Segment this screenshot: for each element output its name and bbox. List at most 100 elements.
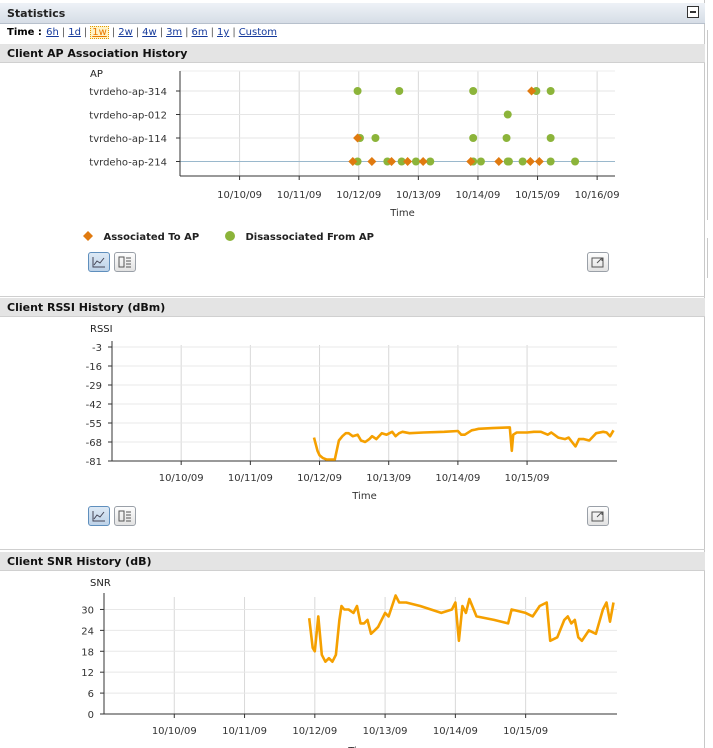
disassoc-point: [546, 157, 555, 166]
y-tick-label: 18: [81, 647, 94, 658]
series-line: [312, 426, 615, 461]
assoc-point: [527, 86, 537, 96]
assoc-point: [494, 157, 504, 166]
snr-section-title: Client SNR History (dB): [7, 555, 152, 568]
table-icon: [118, 256, 131, 268]
assoc-point: [348, 157, 358, 166]
assoc-point: [387, 157, 397, 166]
time-range-bar: Time : 6h | 1d | 1w | 2w | 4w | 3m | 6m | 1y | Custom: [7, 26, 277, 39]
x-tick-label: 10/11/09: [228, 473, 273, 484]
rssi-section-header: Client RSSI History (dBm): [0, 298, 705, 317]
range-1y-link[interactable]: 1y: [217, 27, 230, 38]
x-tick-label: 10/15/09: [503, 726, 548, 737]
x-tick-label: 10/13/09: [396, 190, 441, 201]
y-tick-label: tvrdeho-ap-314: [89, 87, 167, 98]
disassoc-point: [411, 157, 420, 166]
y-tick-label: tvrdeho-ap-012: [89, 111, 167, 122]
range-4w-link[interactable]: 4w: [142, 27, 157, 38]
table-icon: [118, 510, 131, 522]
disassoc-point: [571, 157, 580, 166]
x-tick-label: 10/15/09: [505, 473, 550, 484]
legend-disassoc-label: Disassociated From AP: [245, 232, 374, 243]
x-axis-title: Time: [347, 746, 372, 748]
y-tick-label: 6: [88, 689, 94, 700]
time-label: Time :: [7, 27, 42, 38]
line-chart-icon: [92, 511, 105, 522]
x-tick-label: 10/14/09: [435, 473, 480, 484]
disassoc-point: [518, 157, 527, 166]
y-axis-title: RSSI: [90, 324, 113, 335]
assoc-point: [353, 133, 363, 143]
x-tick-label: 10/14/09: [433, 726, 478, 737]
x-tick-label: 10/16/09: [575, 190, 620, 201]
disassoc-point: [504, 157, 513, 166]
disassoc-point: [546, 87, 555, 95]
diamond-icon: [83, 231, 93, 241]
assoc-point: [418, 157, 428, 166]
x-tick-label: 10/12/09: [297, 473, 342, 484]
disassoc-point: [426, 157, 435, 166]
panel-titlebar: Statistics: [0, 3, 705, 24]
range-6h-link[interactable]: 6h: [46, 27, 59, 38]
x-tick-label: 10/12/09: [336, 190, 381, 201]
x-tick-label: 10/15/09: [515, 190, 560, 201]
y-tick-label: -3: [92, 343, 102, 354]
y-tick-label: -68: [86, 438, 102, 449]
panel-title: Statistics: [7, 7, 66, 20]
x-axis-title: Time: [389, 208, 414, 219]
rssi-chart-view-button[interactable]: [88, 506, 110, 526]
disassoc-point: [469, 134, 478, 142]
range-2w-link[interactable]: 2w: [118, 27, 133, 38]
chart-view-button[interactable]: [88, 252, 110, 272]
assoc-point: [534, 157, 544, 166]
range-custom-link[interactable]: Custom: [238, 27, 277, 38]
x-tick-label: 10/10/09: [217, 190, 262, 201]
popout-button[interactable]: [587, 252, 609, 272]
collapse-icon[interactable]: [687, 6, 699, 18]
disassoc-legend-item: Disassociated From AP: [224, 230, 374, 243]
disassoc-point: [502, 134, 511, 142]
assoc-point: [466, 157, 476, 166]
range-3m-link[interactable]: 3m: [166, 27, 183, 38]
y-tick-label: -81: [86, 457, 102, 468]
y-axis-title: AP: [90, 69, 103, 80]
assoc-legend-item: Associated To AP: [82, 230, 199, 243]
x-tick-label: 10/14/09: [455, 190, 500, 201]
y-axis-title: SNR: [90, 578, 111, 589]
range-6m-link[interactable]: 6m: [191, 27, 208, 38]
y-tick-label: -55: [86, 419, 102, 430]
y-tick-label: -42: [86, 400, 102, 411]
disassoc-point: [532, 87, 541, 95]
assoc-section-title: Client AP Association History: [7, 47, 188, 60]
y-tick-label: -16: [86, 362, 102, 373]
line-chart-icon: [92, 257, 105, 268]
y-tick-label: 24: [81, 626, 94, 637]
x-tick-label: 10/11/09: [222, 726, 267, 737]
disassoc-point: [476, 157, 485, 166]
assoc-point: [403, 157, 413, 166]
y-tick-label: 12: [81, 668, 94, 679]
rssi-popout-button[interactable]: [587, 506, 609, 526]
y-tick-label: tvrdeho-ap-114: [89, 134, 167, 145]
x-tick-label: 10/10/09: [159, 473, 204, 484]
x-tick-label: 10/12/09: [292, 726, 337, 737]
x-tick-label: 10/13/09: [363, 726, 408, 737]
assoc-point: [525, 157, 535, 166]
disassoc-point: [503, 110, 512, 119]
y-tick-label: -29: [86, 381, 102, 392]
disassoc-point: [371, 134, 380, 142]
range-1d-link[interactable]: 1d: [68, 27, 81, 38]
table-view-button[interactable]: [114, 252, 136, 272]
range-1w-link[interactable]: 1w: [90, 26, 109, 39]
rssi-table-view-button[interactable]: [114, 506, 136, 526]
disassoc-point: [469, 87, 478, 95]
snr-section-header: Client SNR History (dB): [0, 552, 705, 571]
assoc-section-header: Client AP Association History: [0, 44, 705, 63]
disassoc-point: [546, 134, 555, 142]
y-tick-label: tvrdeho-ap-214: [89, 158, 167, 169]
disassoc-point: [395, 87, 404, 95]
popout-icon: [591, 511, 604, 522]
assoc-point: [367, 157, 377, 166]
disassoc-point: [353, 87, 362, 95]
